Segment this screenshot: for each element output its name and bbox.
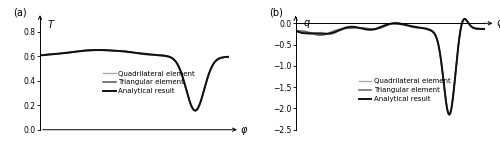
- Quadrilateral element: [193, 110, 199, 112]
- Analytical result: [193, 110, 199, 111]
- Quadrilateral element: [222, 56, 228, 58]
- Analytical result: [192, 110, 198, 111]
- Text: φ: φ: [240, 125, 247, 135]
- Triangular element: [192, 109, 198, 111]
- Analytical result: [222, 56, 228, 58]
- Triangular element: [395, 22, 401, 24]
- Triangular element: [193, 109, 199, 111]
- Quadrilateral element: [98, 49, 103, 50]
- Analytical result: [140, 53, 146, 55]
- Triangular element: [482, 28, 488, 30]
- Line: Triangular element: Triangular element: [296, 19, 485, 115]
- Quadrilateral element: [395, 23, 401, 25]
- Quadrilateral element: [406, 24, 411, 26]
- Quadrilateral element: [448, 108, 454, 110]
- Analytical result: [382, 24, 388, 26]
- Triangular element: [446, 114, 452, 116]
- Quadrilateral element: [140, 53, 146, 55]
- Analytical result: [128, 51, 134, 53]
- Quadrilateral element: [462, 18, 468, 20]
- Analytical result: [478, 28, 484, 30]
- Analytical result: [384, 24, 390, 26]
- Line: Analytical result: Analytical result: [40, 50, 230, 111]
- Triangular element: [222, 56, 228, 58]
- Analytical result: [448, 109, 454, 110]
- Quadrilateral element: [446, 113, 452, 115]
- Line: Quadrilateral element: Quadrilateral element: [296, 19, 485, 114]
- Triangular element: [382, 25, 388, 27]
- Analytical result: [226, 56, 232, 58]
- Triangular element: [462, 18, 468, 19]
- Quadrilateral element: [192, 110, 198, 112]
- Quadrilateral element: [482, 28, 488, 30]
- Triangular element: [292, 30, 298, 31]
- Analytical result: [462, 18, 468, 20]
- Analytical result: [292, 30, 298, 31]
- Triangular element: [88, 49, 94, 51]
- Text: (b): (b): [269, 8, 283, 18]
- Quadrilateral element: [226, 56, 232, 58]
- Quadrilateral element: [384, 23, 390, 25]
- Quadrilateral element: [292, 30, 298, 31]
- Quadrilateral element: [478, 28, 484, 30]
- Quadrilateral element: [128, 51, 134, 53]
- Line: Analytical result: Analytical result: [296, 19, 485, 114]
- Legend: Quadrilateral element, Triangular element, Analytical result: Quadrilateral element, Triangular elemen…: [356, 76, 454, 105]
- Analytical result: [150, 54, 156, 56]
- Analytical result: [482, 28, 488, 30]
- Analytical result: [128, 51, 134, 53]
- Text: φ: φ: [496, 18, 500, 28]
- Analytical result: [395, 23, 401, 25]
- Quadrilateral element: [128, 51, 134, 53]
- Line: Triangular element: Triangular element: [40, 50, 230, 110]
- Text: q: q: [303, 18, 310, 28]
- Line: Quadrilateral element: Quadrilateral element: [40, 50, 230, 111]
- Triangular element: [140, 53, 146, 55]
- Analytical result: [446, 114, 452, 115]
- Triangular element: [478, 28, 484, 30]
- Analytical result: [406, 25, 411, 27]
- Triangular element: [384, 25, 390, 26]
- Quadrilateral element: [150, 54, 156, 55]
- Quadrilateral element: [382, 24, 388, 25]
- Text: T: T: [48, 20, 54, 30]
- Triangular element: [226, 56, 232, 58]
- Triangular element: [37, 55, 43, 56]
- Triangular element: [150, 54, 156, 56]
- Legend: Quadrilateral element, Triangular element, Analytical result: Quadrilateral element, Triangular elemen…: [100, 68, 198, 97]
- Analytical result: [37, 55, 43, 56]
- Text: (a): (a): [14, 8, 27, 18]
- Triangular element: [128, 51, 134, 53]
- Triangular element: [448, 109, 454, 110]
- Quadrilateral element: [37, 55, 43, 56]
- Analytical result: [98, 49, 103, 51]
- Triangular element: [406, 25, 411, 27]
- Triangular element: [128, 51, 134, 53]
